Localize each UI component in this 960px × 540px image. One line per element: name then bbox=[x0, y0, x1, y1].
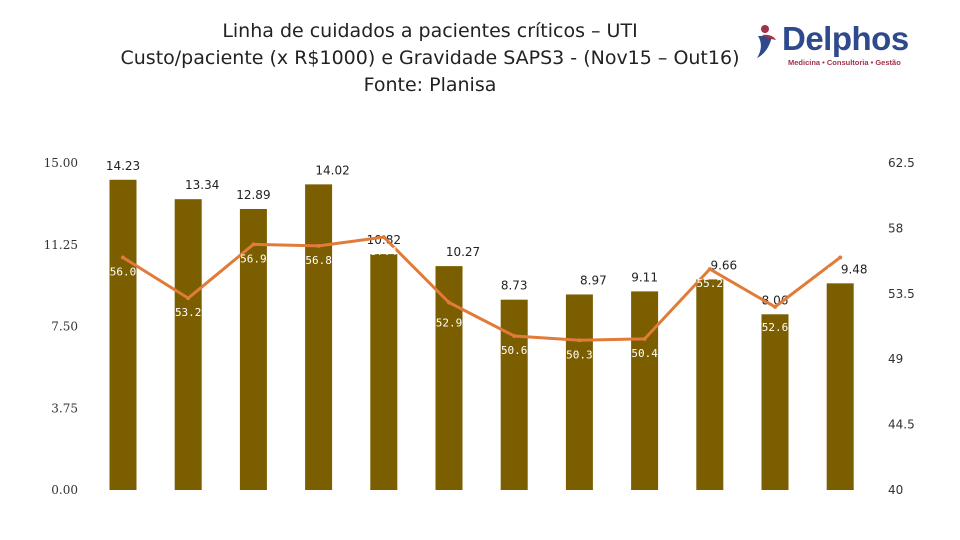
line-value-label: 56.9 bbox=[240, 252, 267, 265]
line-value-label: 56.0 bbox=[110, 265, 137, 278]
line-point bbox=[642, 336, 647, 341]
line-value-label: 52.6 bbox=[762, 321, 789, 334]
bar bbox=[239, 208, 267, 491]
title-line-1: Linha de cuidados a pacientes críticos –… bbox=[222, 20, 638, 42]
y-left-tick-label: 15.00 bbox=[44, 156, 78, 170]
bar bbox=[631, 291, 659, 490]
line-value-label: 55.2 bbox=[697, 277, 724, 290]
y-left-tick-label: 0.00 bbox=[51, 483, 78, 497]
line-series bbox=[121, 235, 843, 343]
logo-tagline: Medicina • Consultoria • Gestão bbox=[788, 58, 901, 67]
bar bbox=[761, 314, 789, 490]
bar-series bbox=[109, 179, 854, 491]
bar-value-label: 13.34 bbox=[185, 178, 219, 192]
bar bbox=[174, 199, 202, 491]
y-right-tick-label: 58 bbox=[888, 221, 903, 235]
severity-line bbox=[122, 235, 842, 342]
delphos-logo: Delphos Medicina • Consultoria • Gestão bbox=[752, 20, 932, 72]
bar-value-label: 10.27 bbox=[446, 245, 480, 259]
line-point bbox=[186, 296, 191, 301]
y-axis-left: 0.00 3.75 7.50 11.25 15.00 bbox=[44, 156, 78, 497]
chart-title: Linha de cuidados a pacientes críticos –… bbox=[100, 18, 760, 99]
line-point bbox=[773, 304, 777, 309]
line-point bbox=[381, 235, 386, 240]
bar bbox=[565, 294, 593, 490]
line-value-label: 50.3 bbox=[566, 348, 593, 361]
line-point bbox=[512, 333, 517, 338]
line-point bbox=[577, 338, 582, 343]
line-value-label: 56.8 bbox=[305, 254, 332, 267]
line-value-label: 50.4 bbox=[631, 347, 658, 360]
bar bbox=[696, 279, 724, 490]
bar bbox=[109, 179, 137, 490]
title-line-2: Custo/paciente (x R$1000) e Gravidade SA… bbox=[120, 47, 740, 69]
y-left-tick-label: 3.75 bbox=[51, 401, 78, 415]
line-value-label: 53.2 bbox=[175, 306, 202, 319]
bar-value-label: 8.73 bbox=[501, 279, 528, 293]
bar-value-label: 9.66 bbox=[710, 258, 737, 272]
y-right-tick-label: 49 bbox=[888, 352, 903, 366]
line-value-labels: 56.0 53.2 56.9 56.8 57.4 52.9 50.6 50.3 50.4 55.2… bbox=[110, 245, 854, 361]
y-left-tick-label: 11.25 bbox=[44, 238, 78, 252]
y-axis-right: 40 44.5 49 53.5 58 62.5 bbox=[888, 156, 915, 497]
bar-value-label: 8.97 bbox=[580, 273, 607, 287]
logo-name: Delphos bbox=[782, 20, 909, 57]
bar bbox=[500, 299, 528, 490]
bar bbox=[370, 254, 398, 490]
y-right-tick-label: 40 bbox=[888, 483, 903, 497]
line-point bbox=[447, 300, 451, 305]
line-value-label: 57.4 bbox=[371, 245, 398, 258]
line-value-label: 52.9 bbox=[436, 317, 463, 330]
bar bbox=[305, 184, 333, 490]
y-right-tick-label: 53.5 bbox=[888, 287, 915, 301]
y-right-tick-label: 44.5 bbox=[888, 418, 915, 432]
line-point bbox=[316, 243, 321, 248]
logo-figure-icon bbox=[757, 25, 776, 58]
bar-value-label: 12.89 bbox=[236, 188, 270, 202]
title-line-3: Fonte: Planisa bbox=[363, 74, 497, 96]
bar bbox=[435, 266, 463, 490]
line-point bbox=[251, 242, 256, 247]
line-point bbox=[707, 267, 712, 272]
bar-value-label: 9.11 bbox=[631, 270, 658, 284]
y-left-tick-label: 7.50 bbox=[51, 320, 78, 334]
bar bbox=[826, 283, 854, 490]
bar-value-label: 9.48 bbox=[841, 262, 868, 276]
line-point bbox=[838, 255, 843, 260]
line-value-label: 50.6 bbox=[501, 344, 528, 357]
bar-value-label: 14.23 bbox=[106, 159, 140, 173]
bar-value-label: 14.02 bbox=[315, 163, 349, 177]
line-point bbox=[121, 255, 125, 260]
y-right-tick-label: 62.5 bbox=[888, 156, 915, 170]
line-value-label: 56.0 bbox=[827, 265, 854, 278]
